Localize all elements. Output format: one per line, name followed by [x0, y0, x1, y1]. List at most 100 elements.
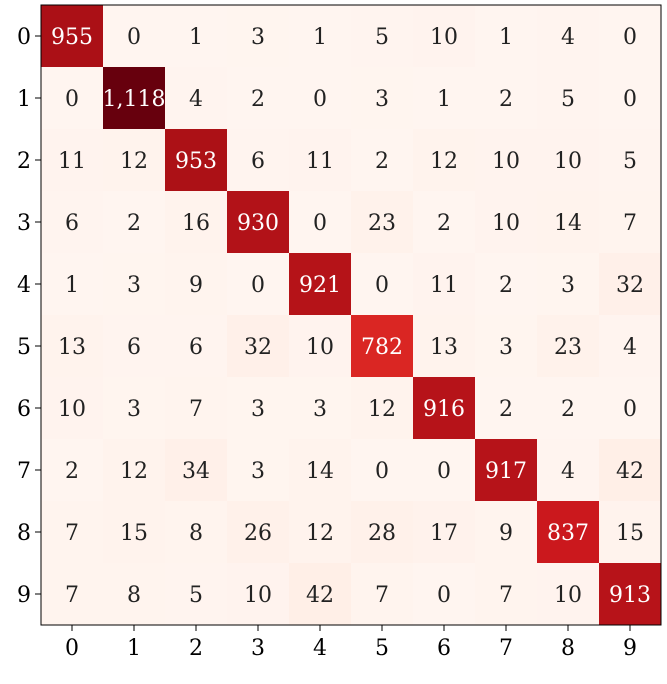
heatmap-cell-8-7 — [475, 501, 538, 564]
y-tick-label-9: 9 — [17, 583, 31, 608]
cell-value-label-4-7: 2 — [499, 273, 513, 298]
heatmap-cell-2-3 — [227, 129, 290, 192]
cell-value-label-9-6: 0 — [437, 583, 451, 608]
cell-value-label-5-8: 23 — [554, 335, 582, 360]
y-tick-label-1: 1 — [17, 87, 31, 112]
cell-value-label-7-3: 3 — [251, 459, 265, 484]
heatmap-cell-0-4 — [289, 5, 352, 68]
x-tick-label-9: 9 — [623, 636, 637, 661]
heatmap-cell-3-6 — [413, 191, 476, 254]
cell-value-label-2-7: 10 — [492, 149, 520, 174]
heatmap-cell-7-0 — [41, 439, 104, 502]
cell-value-label-1-3: 2 — [251, 87, 265, 112]
y-tick-label-2: 2 — [17, 149, 31, 174]
heatmap-cell-9-1 — [103, 563, 166, 626]
cell-value-label-1-8: 5 — [561, 87, 575, 112]
heatmap-cell-1-1 — [103, 67, 166, 130]
cell-value-label-0-3: 3 — [251, 25, 265, 50]
cell-value-label-9-8: 10 — [554, 583, 582, 608]
heatmap-cell-0-0 — [41, 5, 104, 68]
heatmap-cell-1-5 — [351, 67, 414, 130]
heatmap-cell-8-2 — [165, 501, 228, 564]
cell-value-label-9-7: 7 — [499, 583, 513, 608]
heatmap-cell-3-8 — [537, 191, 600, 254]
heatmap-cell-3-1 — [103, 191, 166, 254]
heatmap-cell-0-7 — [475, 5, 538, 68]
heatmap-cell-7-8 — [537, 439, 600, 502]
x-tick-label-6: 6 — [437, 636, 451, 661]
cell-value-label-6-5: 12 — [368, 397, 396, 422]
cell-value-label-3-5: 23 — [368, 211, 396, 236]
x-tick-label-7: 7 — [499, 636, 513, 661]
cell-value-label-8-9: 15 — [616, 521, 644, 546]
cell-value-label-4-8: 3 — [561, 273, 575, 298]
cell-value-label-6-9: 0 — [623, 397, 637, 422]
cell-value-label-7-6: 0 — [437, 459, 451, 484]
cell-value-label-7-1: 12 — [120, 459, 148, 484]
cell-value-label-0-9: 0 — [623, 25, 637, 50]
heatmap-cell-8-3 — [227, 501, 290, 564]
cell-value-label-5-3: 32 — [244, 335, 272, 360]
heatmap-cell-6-5 — [351, 377, 414, 440]
cell-value-label-3-4: 0 — [313, 211, 327, 236]
cell-value-label-2-0: 11 — [58, 149, 86, 174]
heatmap-cell-4-9 — [599, 253, 662, 316]
cell-value-label-3-3: 930 — [237, 211, 279, 236]
cell-value-label-7-9: 42 — [616, 459, 644, 484]
cell-value-labels: 955 0 1 3 1 5 10 1 4 00 1,118 4 2 0 3 1 2 5 011 12 953 6 11 2 12… — [51, 25, 651, 608]
cell-value-label-6-3: 3 — [251, 397, 265, 422]
heatmap-cell-6-4 — [289, 377, 352, 440]
cell-value-label-8-0: 7 — [65, 521, 79, 546]
heatmap-cell-5-9 — [599, 315, 662, 378]
heatmap-cell-8-4 — [289, 501, 352, 564]
heatmap-cell-5-1 — [103, 315, 166, 378]
heatmap-cell-2-2 — [165, 129, 228, 192]
heatmap-cell-2-8 — [537, 129, 600, 192]
cell-value-label-5-4: 10 — [306, 335, 334, 360]
heatmap-cell-4-1 — [103, 253, 166, 316]
cell-value-label-8-8: 837 — [547, 521, 589, 546]
cell-value-label-8-3: 26 — [244, 521, 272, 546]
heatmap-cell-7-1 — [103, 439, 166, 502]
heatmap-cell-0-1 — [103, 5, 166, 68]
cell-value-label-3-2: 16 — [182, 211, 210, 236]
heatmap-cell-6-2 — [165, 377, 228, 440]
y-tick-label-3: 3 — [17, 211, 31, 236]
y-tick-label-8: 8 — [17, 521, 31, 546]
heatmap-cell-9-5 — [351, 563, 414, 626]
heatmap-cell-7-4 — [289, 439, 352, 502]
heatmap-cell-8-9 — [599, 501, 662, 564]
heatmap-cell-1-6 — [413, 67, 476, 130]
cell-value-label-2-4: 11 — [306, 149, 334, 174]
heatmap-cell-8-6 — [413, 501, 476, 564]
cell-value-label-1-0: 0 — [65, 87, 79, 112]
cell-value-label-3-7: 10 — [492, 211, 520, 236]
cell-value-label-6-7: 2 — [499, 397, 513, 422]
heatmap-cell-7-5 — [351, 439, 414, 502]
heatmap-cell-6-3 — [227, 377, 290, 440]
heatmap-cell-1-2 — [165, 67, 228, 130]
heatmap-cell-1-0 — [41, 67, 104, 130]
heatmap-cell-6-7 — [475, 377, 538, 440]
heatmap-cell-4-6 — [413, 253, 476, 316]
heatmap-cell-1-3 — [227, 67, 290, 130]
heatmap-cell-4-8 — [537, 253, 600, 316]
heatmap-cell-8-0 — [41, 501, 104, 564]
heatmap-cell-9-7 — [475, 563, 538, 626]
heatmap-cell-4-3 — [227, 253, 290, 316]
cell-value-label-0-8: 4 — [561, 25, 575, 50]
cell-value-label-8-5: 28 — [368, 521, 396, 546]
y-tick-label-5: 5 — [17, 335, 31, 360]
heatmap-cell-3-5 — [351, 191, 414, 254]
cell-value-label-6-2: 7 — [189, 397, 203, 422]
cell-value-label-2-1: 12 — [120, 149, 148, 174]
y-tick-label-7: 7 — [17, 459, 31, 484]
cell-value-label-4-0: 1 — [65, 273, 79, 298]
cell-value-label-2-3: 6 — [251, 149, 265, 174]
cell-value-label-1-4: 0 — [313, 87, 327, 112]
heatmap-cell-5-0 — [41, 315, 104, 378]
x-tick-label-5: 5 — [375, 636, 389, 661]
heatmap-cell-0-5 — [351, 5, 414, 68]
x-tick-label-8: 8 — [561, 636, 575, 661]
heatmap-cell-3-7 — [475, 191, 538, 254]
